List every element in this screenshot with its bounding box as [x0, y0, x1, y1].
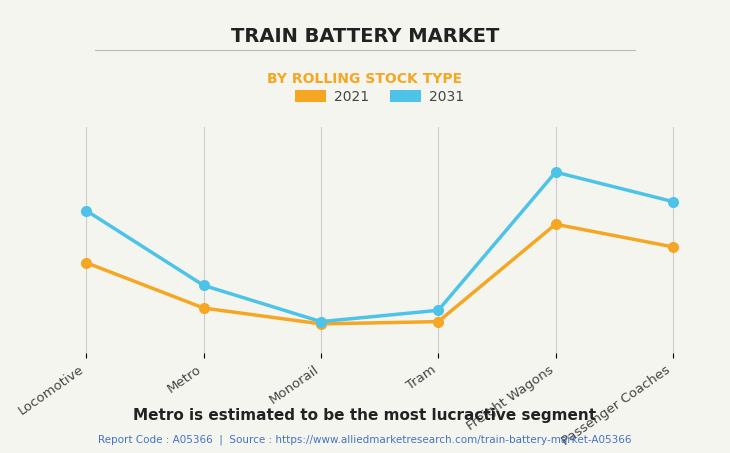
Text: Metro is estimated to be the most lucractive segment: Metro is estimated to be the most lucrac…	[134, 408, 596, 423]
Text: BY ROLLING STOCK TYPE: BY ROLLING STOCK TYPE	[267, 72, 463, 87]
Legend: 2021, 2031: 2021, 2031	[290, 84, 469, 109]
Text: TRAIN BATTERY MARKET: TRAIN BATTERY MARKET	[231, 27, 499, 46]
Text: Report Code : A05366  |  Source : https://www.alliedmarketresearch.com/train-bat: Report Code : A05366 | Source : https://…	[99, 435, 631, 445]
